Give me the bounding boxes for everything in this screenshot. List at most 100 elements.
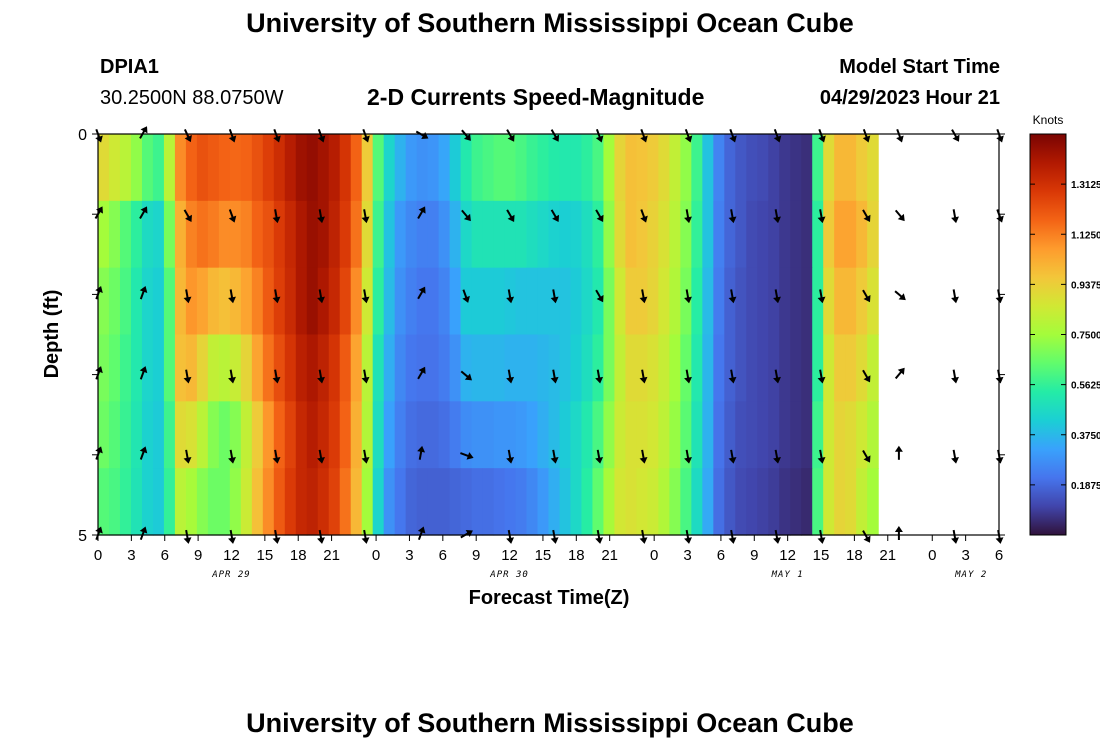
heatmap-cell — [405, 134, 418, 202]
current-arrow — [951, 129, 960, 142]
heatmap-cell — [526, 334, 539, 402]
current-arrow — [317, 449, 325, 464]
heatmap-cell — [394, 267, 407, 336]
heatmap-cell — [240, 401, 253, 469]
current-arrow — [550, 449, 559, 464]
heatmap-cell — [559, 401, 572, 469]
heatmap-cell — [229, 401, 242, 469]
heatmap-cell — [196, 401, 209, 469]
heatmap-cell — [339, 134, 352, 202]
heatmap-cell — [273, 401, 286, 469]
heatmap-cell — [713, 267, 725, 336]
heatmap-cell — [658, 267, 670, 336]
heatmap-cell — [581, 401, 594, 469]
x-tick-label: 0 — [650, 547, 658, 564]
heatmap-cell — [339, 267, 352, 336]
heatmap-cell — [119, 267, 132, 336]
heatmap-cell — [724, 468, 736, 536]
heatmap-cell — [207, 267, 220, 336]
heatmap-cell — [548, 134, 561, 202]
x-axis-label: Forecast Time(Z) — [469, 587, 630, 609]
heatmap-cell — [504, 468, 517, 536]
heatmap-cell — [229, 200, 242, 269]
heatmap-cell — [98, 267, 110, 336]
current-arrow — [550, 209, 560, 222]
heatmap-cell — [130, 200, 143, 269]
current-arrow — [417, 286, 426, 300]
heatmap-cell — [702, 401, 714, 469]
heatmap-cell — [262, 134, 275, 202]
heatmap-cell — [867, 200, 879, 269]
current-arrow — [595, 209, 604, 222]
heatmap-cell — [779, 134, 791, 202]
heatmap-cell — [449, 200, 462, 269]
heatmap-cell — [548, 468, 561, 536]
heatmap-cell — [383, 267, 396, 336]
heatmap-cell — [515, 401, 528, 469]
heatmap-cell — [790, 200, 802, 269]
heatmap-cell — [702, 334, 714, 402]
heatmap-cell — [570, 334, 583, 402]
heatmap-cell — [163, 468, 176, 536]
heatmap-cell — [108, 468, 121, 536]
current-arrow — [639, 289, 648, 304]
heatmap-cell — [856, 134, 868, 202]
current-arrow — [139, 206, 148, 220]
heatmap-cell — [449, 401, 462, 469]
heatmap-cell — [295, 200, 308, 269]
heatmap-cell — [823, 267, 835, 336]
heatmap-cell — [339, 334, 352, 402]
y-axis: 05 — [78, 127, 1005, 545]
heatmap-cell — [867, 334, 879, 402]
heatmap-cell — [98, 334, 110, 402]
heatmap-cell — [98, 134, 110, 202]
heatmap-cell — [427, 134, 440, 202]
heatmap-cell — [845, 200, 857, 269]
heatmap-cell — [493, 334, 506, 402]
heatmap-cell — [504, 200, 517, 269]
heatmap-cell — [273, 468, 286, 536]
heatmap-cell — [130, 468, 143, 536]
heatmap-cell — [427, 267, 440, 336]
heatmap-cell — [152, 334, 165, 402]
heatmap-cell — [372, 134, 385, 202]
heatmap-cell — [482, 468, 495, 536]
current-arrow — [773, 289, 781, 304]
heatmap-cell — [141, 334, 154, 402]
current-arrow — [228, 209, 237, 223]
heatmap-cell — [823, 401, 835, 469]
heatmap-cell — [218, 468, 231, 536]
heatmap-cell — [108, 334, 121, 402]
current-arrow — [139, 366, 148, 380]
heatmap-cell — [746, 200, 758, 269]
heatmap-cell — [383, 401, 396, 469]
heatmap-cell — [779, 267, 791, 336]
heatmap-cell — [713, 200, 725, 269]
heatmap-cell — [427, 200, 440, 269]
heatmap-cell — [174, 134, 187, 202]
heatmap-cell — [350, 267, 363, 336]
heatmap-cell — [812, 401, 824, 469]
heatmap-cell — [801, 401, 813, 469]
colorbar-gradient — [1029, 133, 1067, 536]
heatmap-cell — [581, 267, 594, 336]
current-arrow — [595, 449, 604, 464]
heatmap-cell — [735, 401, 747, 469]
heatmap-cell — [196, 334, 209, 402]
x-axis: 0 3 6 9 12 15 18 21 0 3 6 9 12 15 18 21 0 3 6 9 12 15 18 21 0 3 6 A… — [94, 535, 1003, 580]
current-arrow — [506, 209, 515, 222]
heatmap-cell — [438, 267, 451, 336]
heatmap-cell — [460, 334, 473, 402]
heatmap-cell — [207, 200, 220, 269]
current-arrow — [417, 206, 426, 220]
heatmap-cell — [460, 200, 473, 269]
heatmap-cell — [856, 468, 868, 536]
heatmap-cell — [834, 334, 846, 402]
heatmap-cell — [735, 134, 747, 202]
heatmap-cell — [702, 134, 714, 202]
heatmap-cell — [537, 468, 550, 536]
heatmap-cell — [427, 334, 440, 402]
current-arrow — [272, 289, 281, 304]
heatmap-cell — [262, 200, 275, 269]
heatmap-cell — [207, 334, 220, 402]
